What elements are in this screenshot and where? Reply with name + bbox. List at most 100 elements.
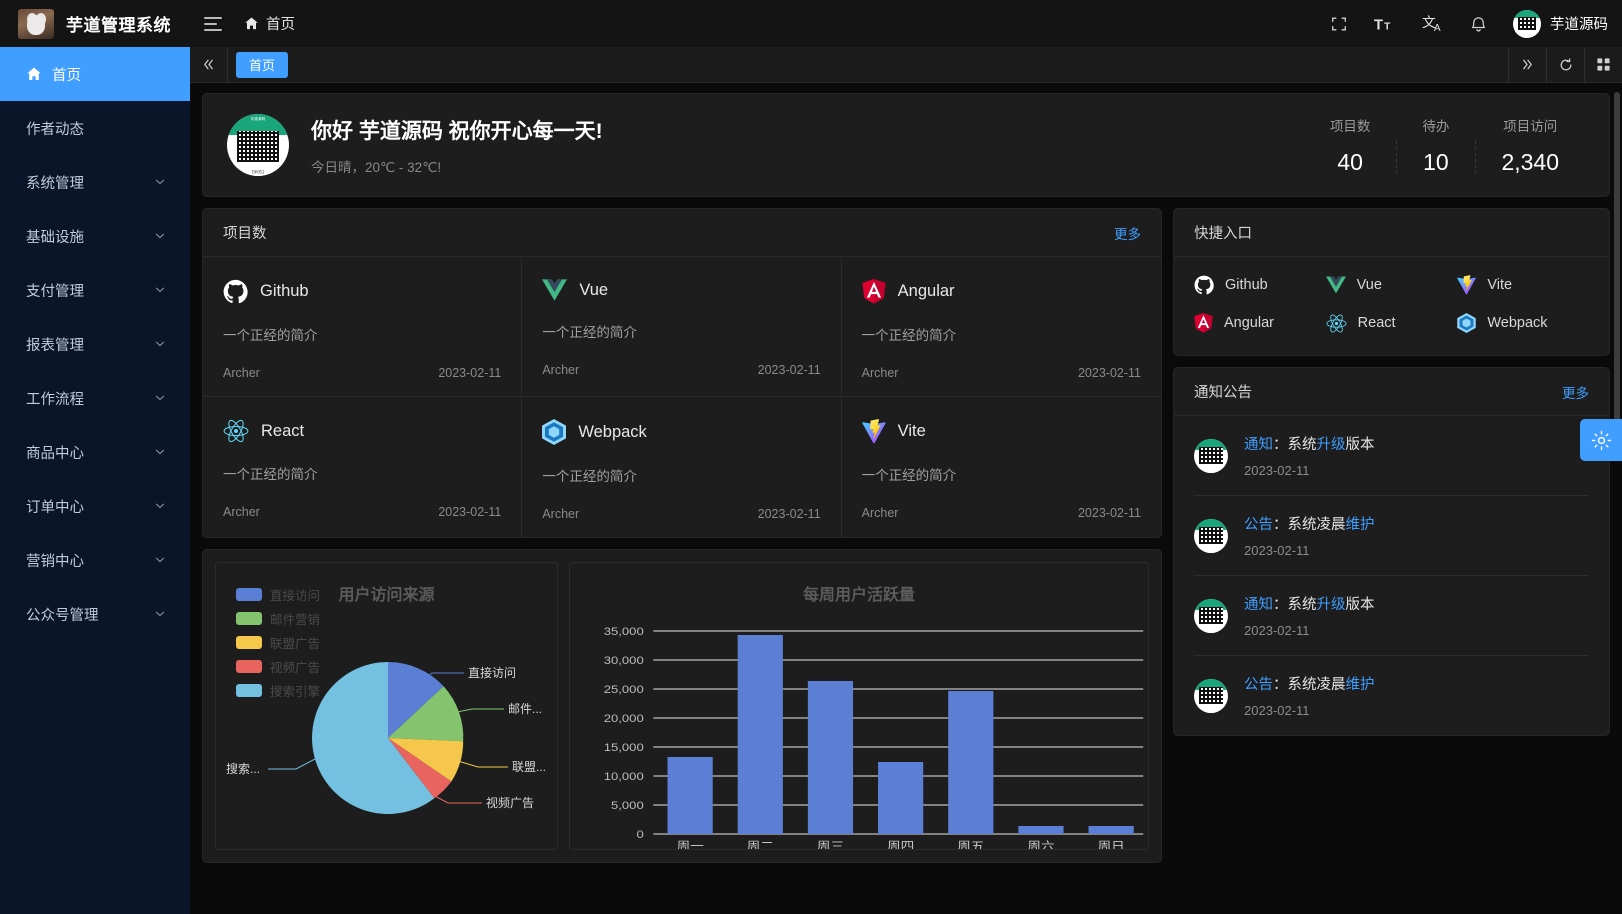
sidebar-item-system-management[interactable]: 系统管理 — [0, 155, 190, 209]
quick-item-webpack[interactable]: Webpack — [1457, 313, 1589, 333]
refresh-icon[interactable] — [1546, 47, 1584, 82]
list-item[interactable]: 公告：系统凌晨维护 2023-02-11 — [1194, 656, 1589, 735]
settings-fab[interactable] — [1580, 419, 1622, 461]
pie-chart: 用户访问来源 直接访问 邮件营销 — [215, 562, 558, 850]
svg-text:T: T — [1384, 21, 1391, 32]
pie-slice-video[interactable] — [388, 738, 452, 799]
legend-swatch — [236, 612, 262, 625]
tab-home[interactable]: 首页 — [236, 51, 289, 78]
project-date: 2023-02-11 — [757, 363, 821, 377]
vue-icon — [542, 279, 568, 301]
project-desc: 一个正经的简介 — [861, 328, 957, 343]
notices-more-link[interactable]: 更多 — [1562, 385, 1589, 401]
pie-label-affiliate: 联盟... — [512, 760, 546, 774]
list-item[interactable]: 通知：系统升级版本 2023-02-11 — [1194, 416, 1589, 496]
user-name: 芋道源码 — [1550, 17, 1608, 33]
project-card[interactable]: React 一个正经的简介 Archer 2023-02-11 — [203, 397, 523, 537]
projects-panel: 项目数 更多 Github 一个正 — [202, 208, 1162, 538]
project-desc: 一个正经的简介 — [861, 468, 957, 483]
user-menu[interactable]: 芋道源码 — [1513, 9, 1608, 38]
svg-text:T: T — [1374, 17, 1383, 33]
sidebar-item-product-center[interactable]: 商品中心 — [0, 425, 190, 479]
quick-item-github[interactable]: Github — [1194, 275, 1326, 295]
page-title: 项目数 — [223, 226, 267, 242]
grid-icon[interactable] — [1584, 47, 1622, 82]
notice-suffix: 版本 — [1345, 437, 1375, 453]
pie-label-direct: 直接访问 — [468, 665, 516, 680]
legend-item[interactable]: 直接访问 — [236, 585, 320, 604]
project-head: Vite — [861, 419, 1141, 444]
angular-icon — [1194, 313, 1213, 333]
breadcrumb[interactable]: 首页 — [244, 13, 295, 34]
stat-project-count: 项目数 40 — [1304, 115, 1397, 176]
bar-mon[interactable] — [667, 757, 713, 834]
project-head: Github — [223, 279, 501, 304]
project-card[interactable]: Vue 一个正经的简介 Archer 2023-02-11 — [522, 257, 842, 397]
bar-xtick-wed: 周三 — [817, 840, 844, 850]
bar-thu[interactable] — [878, 762, 924, 834]
legend-swatch — [236, 684, 262, 697]
topbar-right: T T 文 A — [1330, 9, 1608, 38]
project-date: 2023-02-11 — [1077, 506, 1141, 520]
projects-more-link[interactable]: 更多 — [1114, 226, 1141, 242]
sidebar-item-infrastructure[interactable]: 基础设施 — [0, 209, 190, 263]
chevron-double-right-icon[interactable] — [1508, 47, 1546, 82]
angular-icon — [862, 279, 886, 304]
quick-item-label: Vue — [1356, 277, 1382, 293]
brand[interactable]: 芋道管理系统 — [0, 0, 190, 47]
font-size-icon[interactable]: T T — [1374, 15, 1396, 33]
bell-icon[interactable] — [1470, 15, 1487, 33]
legend-item[interactable]: 邮件营销 — [236, 609, 320, 628]
bar-sat[interactable] — [1018, 826, 1064, 834]
chevron-down-icon — [154, 338, 166, 350]
legend-item[interactable]: 视频广告 — [236, 657, 320, 676]
notice-title: 通知：系统升级版本 — [1244, 593, 1375, 614]
pie-slice-affiliate[interactable] — [388, 738, 464, 782]
sidebar-item-report-management[interactable]: 报表管理 — [0, 317, 190, 371]
sidebar-item-payment-management[interactable]: 支付管理 — [0, 263, 190, 317]
legend-label: 联盟广告 — [270, 637, 321, 651]
quick-item-label: React — [1357, 315, 1396, 331]
project-card[interactable]: Github 一个正经的简介 Archer 2023-02-11 — [203, 257, 523, 397]
bar-wed[interactable] — [807, 681, 854, 834]
vertical-scrollbar[interactable] — [1614, 92, 1620, 422]
chevron-double-left-icon[interactable] — [190, 47, 228, 82]
hamburger-icon[interactable] — [204, 16, 222, 31]
welcome-banner: 芋道源码 扫码关注 你好 芋道源码 祝你开心每一天! 今日晴，20℃ - 32℃… — [202, 93, 1610, 197]
pie-slice-search[interactable] — [312, 662, 435, 814]
sidebar-item-author-news[interactable]: 作者动态 — [0, 101, 190, 155]
sidebar-item-official-account-management[interactable]: 公众号管理 — [0, 587, 190, 641]
banner-stats: 项目数 40 待办 10 项目访问 2,340 — [1304, 115, 1585, 176]
bar-sun[interactable] — [1088, 826, 1134, 834]
project-name: Vite — [897, 422, 926, 440]
quick-item-angular[interactable]: Angular — [1194, 313, 1326, 333]
bar-tue[interactable] — [737, 635, 783, 834]
sidebar-item-order-center[interactable]: 订单中心 — [0, 479, 190, 533]
project-card[interactable]: Vite 一个正经的简介 Archer 2023-02-11 — [842, 397, 1161, 537]
translate-icon[interactable]: 文 A — [1422, 14, 1444, 33]
bar-xtick-fri: 周五 — [957, 840, 984, 850]
project-card[interactable]: Webpack 一个正经的简介 Archer 2023-02-11 — [522, 397, 842, 537]
legend-item[interactable]: 联盟广告 — [236, 633, 320, 652]
project-footer: Archer 2023-02-11 — [542, 363, 820, 377]
list-item[interactable]: 通知：系统升级版本 2023-02-11 — [1194, 576, 1589, 656]
legend-item[interactable]: 搜索引擎 — [236, 681, 320, 700]
home-icon — [244, 16, 259, 31]
pie-chart-svg: 直接访问 邮件... 联盟... 视频广告 搜索... — [226, 662, 546, 814]
sidebar-item-marketing-center[interactable]: 营销中心 — [0, 533, 190, 587]
sidebar-item-workflow[interactable]: 工作流程 — [0, 371, 190, 425]
project-desc: 一个正经的简介 — [542, 325, 637, 340]
quick-item-vite[interactable]: Vite — [1457, 275, 1589, 295]
quick-item-vue[interactable]: Vue — [1325, 275, 1458, 295]
legend-label: 视频广告 — [270, 661, 321, 675]
brand-title: 芋道管理系统 — [66, 16, 171, 35]
project-card[interactable]: Angular 一个正经的简介 Archer 2023-02-11 — [841, 257, 1161, 397]
pie-slice-email[interactable] — [388, 686, 464, 742]
sidebar-item-home[interactable]: 首页 — [0, 47, 190, 101]
notice-sep: ：系统 — [1273, 437, 1317, 453]
list-item[interactable]: 公告：系统凌晨维护 2023-02-11 — [1194, 496, 1589, 576]
bar-fri[interactable] — [948, 691, 994, 834]
quick-item-react[interactable]: React — [1326, 313, 1458, 333]
pie-slice-direct[interactable] — [388, 662, 444, 738]
fullscreen-icon[interactable] — [1330, 15, 1348, 33]
